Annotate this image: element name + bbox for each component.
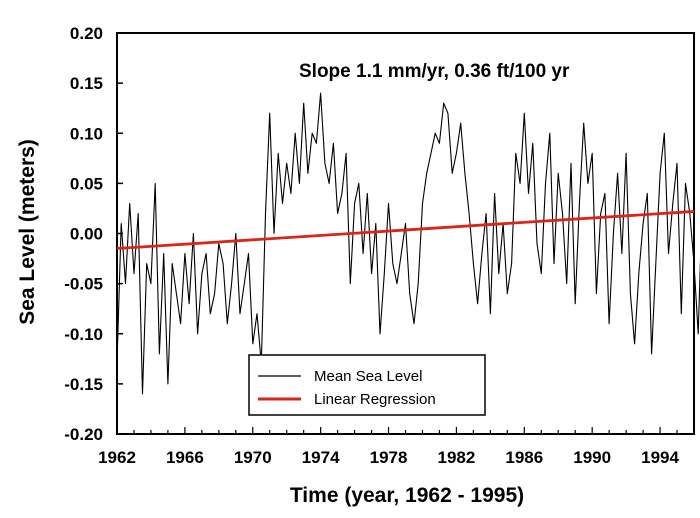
- x-tick-label: 1990: [573, 448, 611, 467]
- y-tick-label: -0.10: [64, 325, 103, 344]
- linear-regression-series-line: [116, 210, 695, 250]
- y-tick-label: 0.05: [70, 174, 103, 193]
- x-tick-label: 1978: [370, 448, 408, 467]
- y-axis-title: Sea Level (meters): [16, 139, 39, 325]
- legend-box: [248, 354, 486, 416]
- y-tick-label: -0.15: [64, 375, 103, 394]
- legend-label-mean-sea-level: Mean Sea Level: [314, 368, 422, 385]
- x-tick-label: 1982: [437, 448, 475, 467]
- y-tick-label: 0.20: [70, 24, 103, 43]
- y-tick-label: -0.05: [64, 275, 103, 294]
- y-axis-ticks: -0.20 -0.15 -0.10 -0.05 0.00 0.05 0.10 0.15 0.20: [64, 24, 123, 444]
- y-tick-label: 0.00: [70, 225, 103, 244]
- x-tick-label: 1966: [166, 448, 204, 467]
- x-tick-label: 1986: [505, 448, 543, 467]
- x-tick-label: 1962: [98, 448, 136, 467]
- slope-annotation: Slope 1.1 mm/yr, 0.36 ft/100 yr: [299, 61, 570, 82]
- x-tick-label: 1994: [641, 448, 679, 467]
- legend: Mean Sea Level Linear Regression: [248, 354, 486, 416]
- legend-label-linear-regression: Linear Regression: [314, 391, 436, 408]
- y-tick-label: -0.20: [64, 425, 103, 444]
- mean-sea-level-series-line: [116, 92, 700, 395]
- x-axis-title: Time (year, 1962 - 1995): [290, 484, 524, 507]
- y-tick-label: 0.10: [70, 124, 103, 143]
- y-tick-label: 0.15: [70, 74, 103, 93]
- x-tick-label: 1970: [234, 448, 272, 467]
- x-tick-label: 1974: [302, 448, 340, 467]
- x-axis-ticks: 1962 1966 1970 1974 1978 1982 1986 1990 1994: [98, 427, 695, 467]
